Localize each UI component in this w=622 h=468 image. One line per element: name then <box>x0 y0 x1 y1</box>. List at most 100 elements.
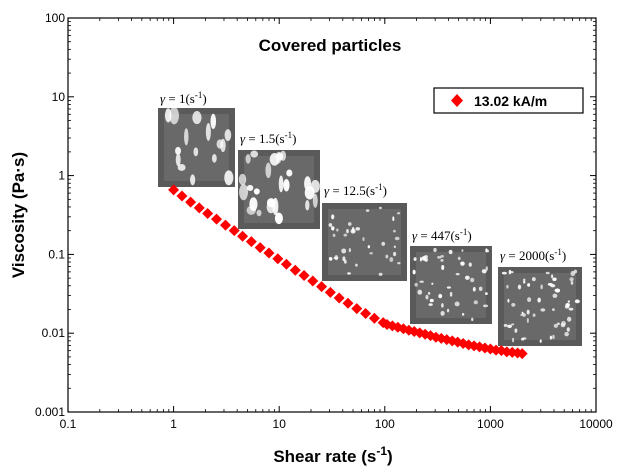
micrograph-glow <box>328 209 401 275</box>
micrograph-glow <box>416 252 486 318</box>
x-tick-label: 1000 <box>477 417 504 431</box>
data-point <box>185 196 197 208</box>
particle-speck <box>570 281 574 285</box>
particle-speck <box>433 247 437 253</box>
particle-speck <box>239 184 249 201</box>
particle-speck <box>343 259 347 264</box>
inset-close: ) <box>383 183 387 198</box>
particle-speck <box>274 212 283 225</box>
particle-speck <box>431 282 434 286</box>
data-point <box>272 253 284 265</box>
particle-speck <box>304 185 315 200</box>
particle-speck <box>537 297 541 303</box>
particle-speck <box>331 226 335 231</box>
particle-speck <box>449 291 453 297</box>
inset-unit-sup: -1 <box>285 130 293 140</box>
data-point <box>324 286 336 298</box>
plot-frame <box>67 17 597 413</box>
x-axis-title: Shear rate (s-1) <box>273 444 392 466</box>
particle-speck <box>245 154 251 164</box>
x-tick-label: 10 <box>273 417 287 431</box>
data-point <box>237 230 249 242</box>
particle-speck <box>425 294 429 300</box>
particle-speck <box>224 129 232 142</box>
particle-speck <box>419 257 422 262</box>
particle-speck <box>393 245 396 249</box>
micrograph-inset: γ = 2000(s-1) <box>498 247 582 346</box>
particle-speck <box>455 273 460 276</box>
particle-speck <box>365 209 370 212</box>
inset-unit-sup: -1 <box>195 90 203 100</box>
particle-speck <box>568 307 574 311</box>
particle-speck <box>552 293 558 299</box>
particle-speck <box>348 248 351 253</box>
data-point <box>263 247 275 259</box>
particle-speck <box>346 228 349 234</box>
x-tick-label: 10000 <box>579 417 613 431</box>
particle-speck <box>523 278 526 282</box>
particle-speck <box>253 188 260 195</box>
particle-speck <box>246 184 254 191</box>
data-point <box>307 275 319 287</box>
data-point <box>333 292 345 304</box>
particle-speck <box>265 162 272 179</box>
particle-speck <box>507 324 513 328</box>
data-point <box>202 208 214 220</box>
particle-speck <box>527 283 531 287</box>
particle-speck <box>485 292 488 295</box>
particle-speck <box>511 303 516 307</box>
particle-speck <box>454 301 460 307</box>
particle-speck <box>238 173 247 186</box>
data-point <box>193 202 205 214</box>
particle-speck <box>569 277 574 282</box>
particle-speck <box>526 309 530 315</box>
particle-speck <box>531 277 536 282</box>
particle-speck <box>362 237 365 242</box>
inset-close: ) <box>562 248 566 263</box>
particle-speck <box>412 269 416 275</box>
particle-speck <box>347 272 351 275</box>
legend-marker-icon <box>451 94 463 107</box>
particle-speck <box>419 280 424 283</box>
data-point <box>254 242 266 254</box>
particle-speck <box>367 245 371 249</box>
particle-speck <box>305 200 310 211</box>
particle-speck <box>506 284 509 289</box>
particle-speck <box>336 228 339 232</box>
particle-speck <box>540 308 546 312</box>
data-point <box>298 269 310 281</box>
inset-shear-label: γ = 1(s-1) <box>160 90 207 106</box>
particle-speck <box>328 257 333 261</box>
x-tick-label: 100 <box>375 417 395 431</box>
particle-speck <box>552 334 555 340</box>
particle-speck <box>545 271 550 275</box>
particle-speck <box>549 335 553 340</box>
particle-speck <box>369 252 373 255</box>
gamma-symbol: γ <box>324 183 330 198</box>
inset-value: = 1(s <box>165 91 195 106</box>
data-point <box>211 213 223 225</box>
particle-speck <box>514 328 518 333</box>
particle-speck <box>441 265 445 270</box>
particle-speck <box>332 233 336 237</box>
particle-speck <box>532 313 536 317</box>
particle-speck <box>355 227 361 231</box>
particle-speck <box>565 303 570 307</box>
particle-speck <box>389 257 394 263</box>
particle-speck <box>440 254 444 258</box>
particle-speck <box>460 261 465 266</box>
particle-speck <box>414 282 418 287</box>
particle-speck <box>503 324 508 327</box>
data-point <box>316 281 328 293</box>
particle-speck <box>393 229 396 233</box>
particle-speck <box>440 259 444 262</box>
data-point <box>516 348 528 360</box>
particle-speck <box>350 228 356 234</box>
y-tick-label: 0.01 <box>42 326 66 340</box>
inset-shear-label: γ = 1.5(s-1) <box>240 130 296 146</box>
inset-shear-label: γ = 447(s-1) <box>412 227 472 243</box>
particle-speck <box>485 248 488 253</box>
particle-speck <box>482 304 488 308</box>
particle-speck <box>216 139 224 149</box>
